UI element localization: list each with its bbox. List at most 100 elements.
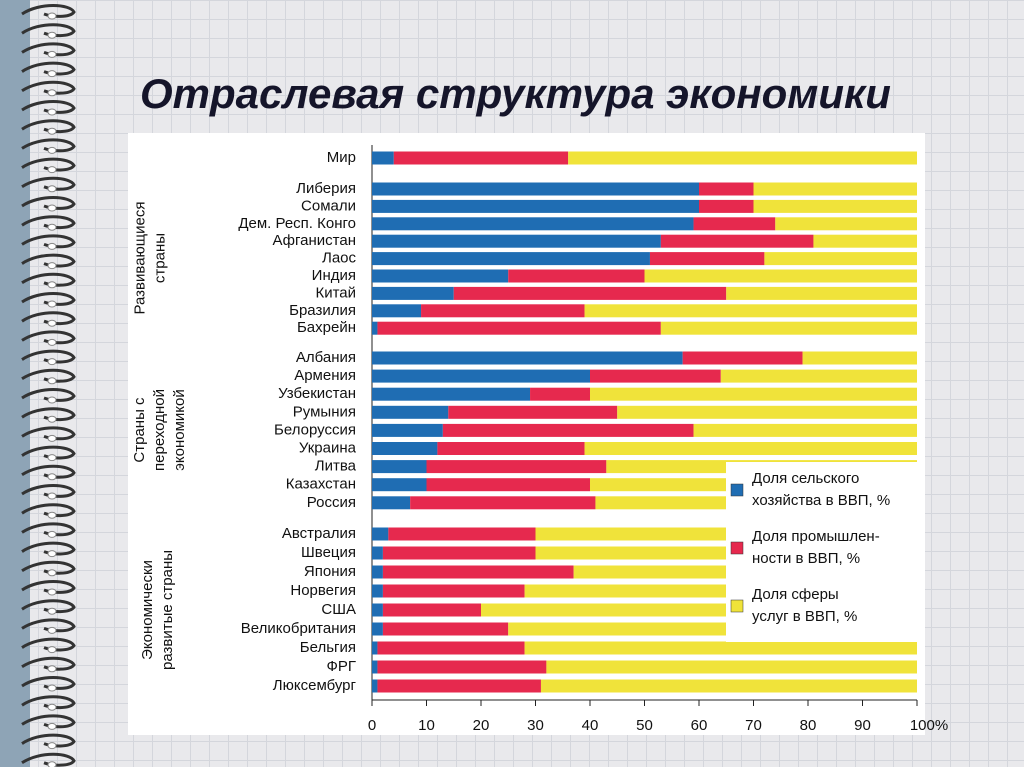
bar-segment [453,286,727,300]
category-label: Либерия [296,180,356,197]
bar-segment [508,269,645,283]
bar-segment [377,321,661,335]
bar-segment [584,304,917,318]
bar-segment [372,269,509,283]
category-label: Люксембург [273,677,357,694]
hole [47,262,57,270]
bar-segment [372,478,427,492]
bar-segment [372,286,454,300]
hole [47,626,57,634]
legend-label: Доля сферы услуг в ВВП, % [752,586,858,625]
bar-segment [649,252,765,266]
bar-segment [617,405,917,419]
hole [47,454,57,462]
bar-segment [372,351,683,365]
bar-segment [372,217,694,231]
hole [47,434,57,442]
hole [47,569,57,577]
category-label: Китай [315,284,356,301]
bar-segment [377,641,525,655]
bar-segment [693,423,917,437]
category-label: Украина [299,439,357,456]
x-tick-label: 40 [582,717,599,734]
group-label: Экономически развитые страны [139,549,176,671]
bar-segment [442,423,694,437]
bar-segment [426,478,590,492]
bar-segment [372,423,443,437]
bar-segment [372,321,378,335]
bar-segment [382,584,525,598]
bar-segment [584,442,917,455]
category-label: Албания [296,349,356,366]
x-tick-label: 50 [636,717,653,734]
bar-segment [448,405,618,419]
x-tick-label: 60 [691,717,708,734]
bar-segment [372,496,411,510]
bar-segment [372,527,389,541]
hole [47,473,57,481]
legend-label: Доля промышлен- ности в ВВП, % [752,528,880,567]
bar-segment [726,286,917,300]
legend-swatch [730,599,744,613]
bar-segment [372,405,449,419]
category-label: Швеция [301,544,356,561]
bar-segment [372,641,378,655]
x-tick-label: 90 [854,717,871,734]
category-label: Афганистан [273,232,357,249]
hole [47,665,57,673]
bar-segment [372,151,394,165]
category-label: ФРГ [326,658,356,675]
group-label: Страны с переходной экономикой [131,389,188,471]
legend-swatch [730,483,744,497]
hole [47,89,57,97]
category-label: Казахстан [286,476,356,493]
bar-segment [753,182,917,196]
hole [47,761,57,767]
bar-segment [530,387,590,401]
category-label: Литва [315,458,357,475]
category-label: Индия [312,267,356,284]
bar-segment [372,679,378,693]
hole [47,242,57,250]
bar-segment [660,321,917,335]
category-label: Дем. Респ. Конго [238,215,356,232]
hole [47,338,57,346]
bar-segment [644,269,917,283]
bar-segment [372,442,438,455]
hole [47,511,57,519]
category-label: Бахрейн [297,319,356,336]
x-tick-label: 0 [368,717,376,734]
bar-segment [410,496,596,510]
hole [47,12,57,20]
hole [47,300,57,308]
bar-segment [753,199,917,213]
x-tick-label: 30 [527,717,544,734]
hole [47,703,57,711]
hole [47,377,57,385]
hole [47,281,57,289]
hole [47,127,57,135]
bar-segment [372,252,650,266]
bar-segment [693,217,776,231]
group-label: Развивающиеся страны [131,201,168,314]
category-label: Бельгия [300,639,356,656]
bar-segment [813,234,917,248]
hole [47,70,57,78]
bar-segment [372,369,590,383]
bar-segment [590,369,721,383]
bar-segment [372,546,383,560]
hole [47,530,57,538]
bar-segment [382,565,574,579]
binding-strip [0,0,30,767]
hole [47,588,57,596]
bar-segment [546,660,917,674]
bar-segment [372,584,383,598]
hole [47,550,57,558]
bar-segment [421,304,585,318]
bar-segment [660,234,814,248]
slide-title: Отраслевая структура экономики [140,70,891,117]
category-label: Австралия [282,525,356,542]
bar-segment [372,565,383,579]
bar-segment [524,641,917,655]
